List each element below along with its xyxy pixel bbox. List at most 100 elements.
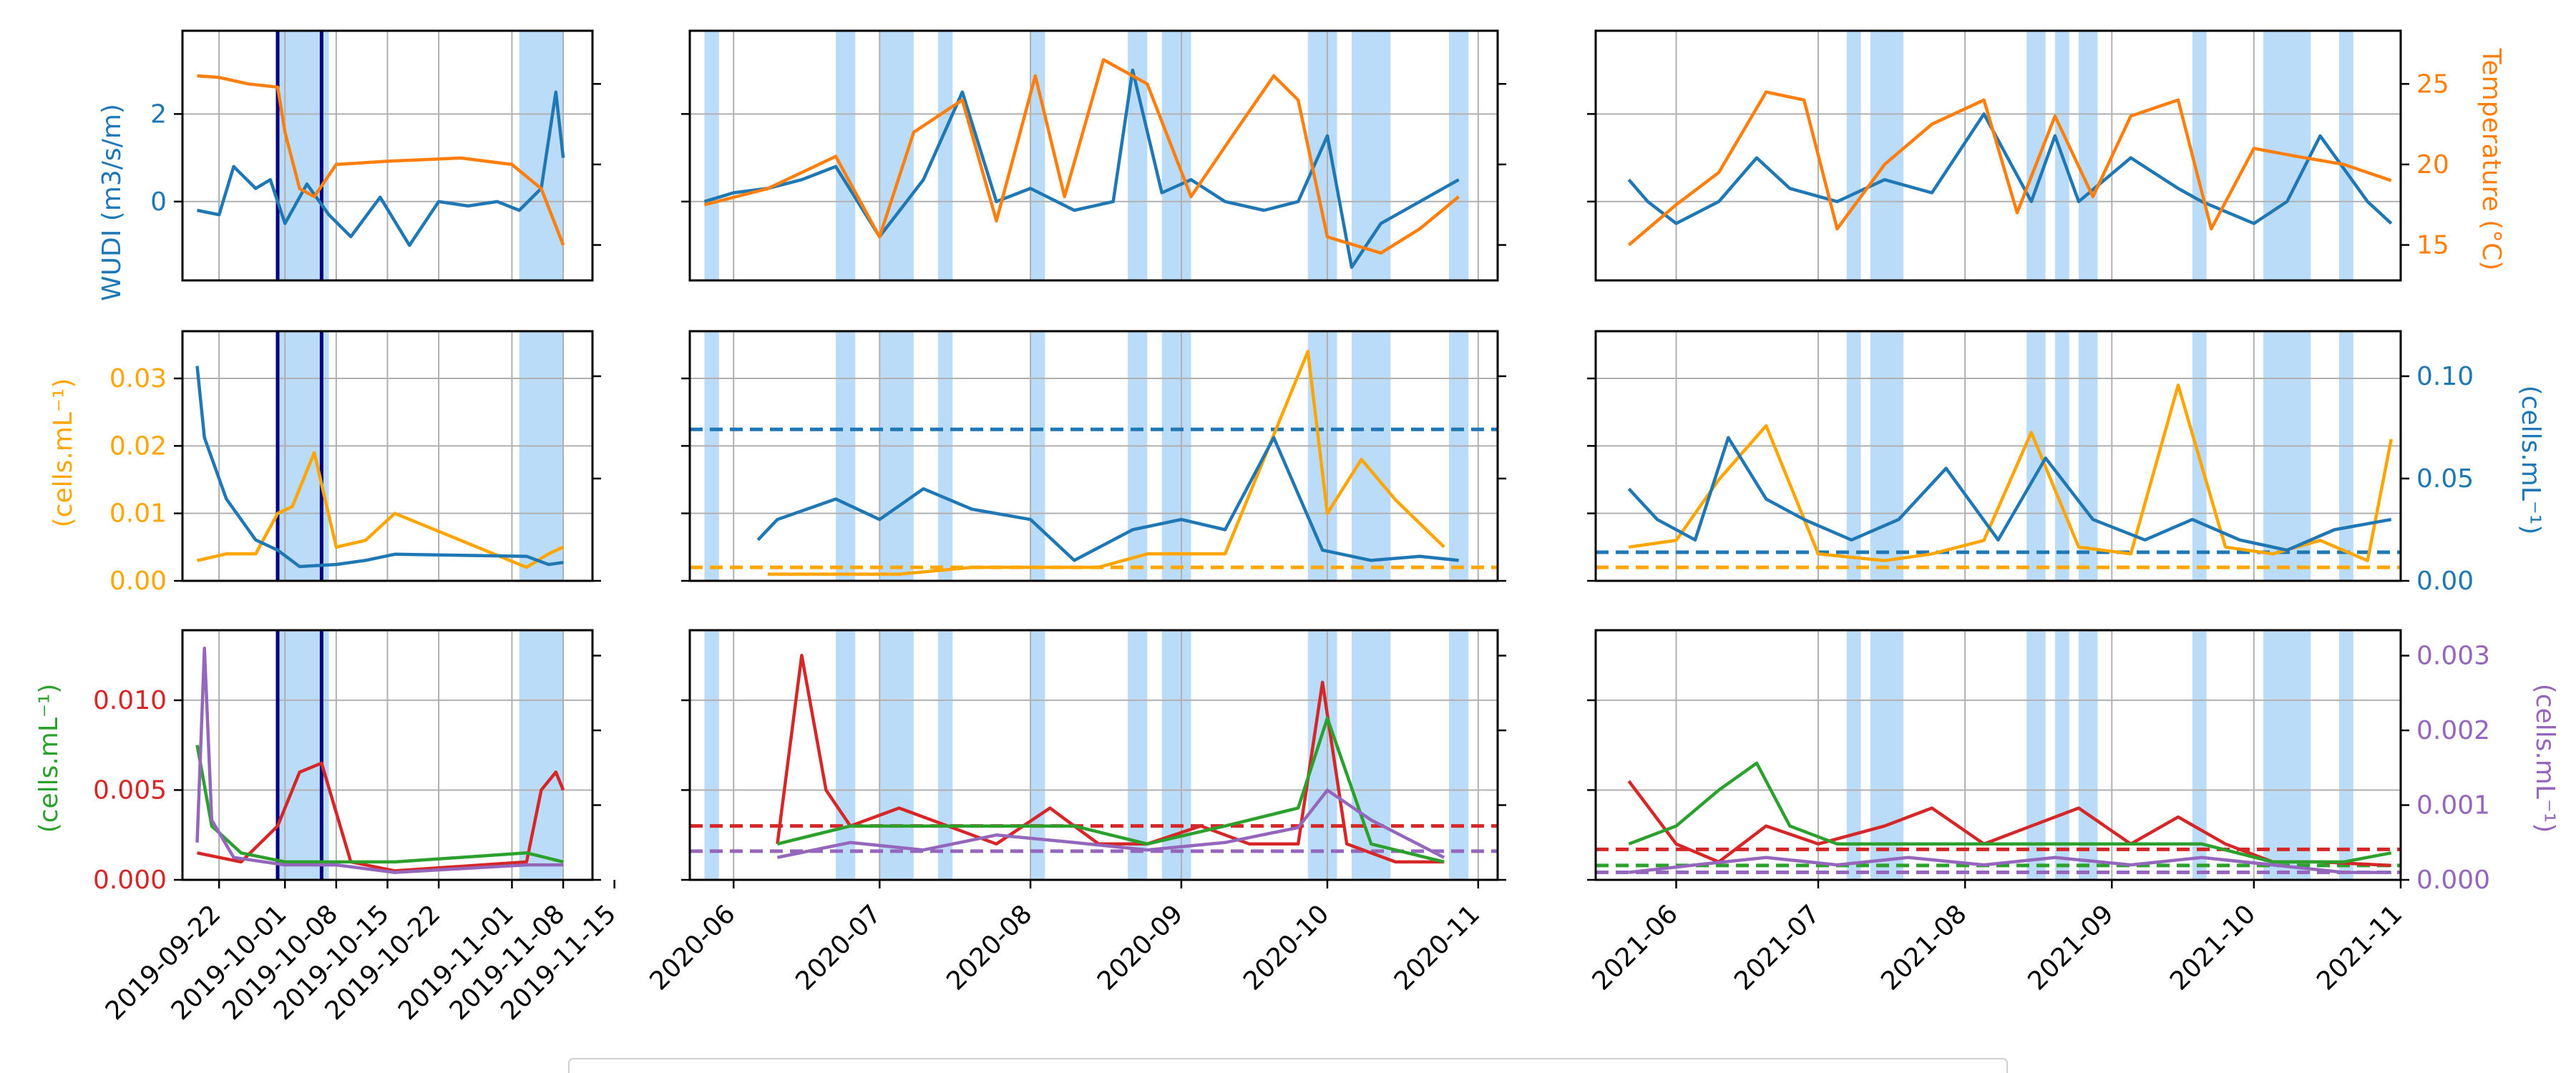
panel-1-3: [182, 630, 592, 880]
series-line-syn_orange: [196, 451, 565, 569]
shaded-period: [1030, 31, 1045, 280]
shaded-period: [1351, 331, 1391, 581]
panel-3-2: [1596, 331, 2401, 581]
panel-frame: [181, 330, 594, 582]
row2-left-axis-label: (cells.mL⁻¹): [49, 378, 78, 528]
shaded-period: [1128, 331, 1148, 581]
shaded-period: [2054, 331, 2069, 581]
shaded-period: [1846, 630, 1861, 880]
panel-1-1: [182, 31, 592, 280]
panel-frame: [688, 330, 1499, 582]
series-line-green: [1628, 761, 2392, 864]
series-line-syn_orange: [767, 350, 1445, 576]
shaded-period: [937, 630, 953, 880]
shaded-period: [836, 31, 856, 280]
y-tick-label-right: 0.00: [2416, 567, 2474, 596]
shaded-period: [519, 630, 564, 880]
shaded-period: [2079, 331, 2098, 581]
y-tick-label-right: 25: [2416, 69, 2449, 99]
shaded-period: [1030, 331, 1045, 581]
shaded-period: [1870, 331, 1904, 581]
shaded-period: [937, 31, 953, 280]
y-tick-label-left: 0.005: [93, 775, 167, 805]
shaded-period: [1161, 630, 1191, 880]
shaded-period: [704, 31, 719, 280]
panel-3-1: [1596, 31, 2401, 280]
shaded-period: [704, 331, 719, 581]
panel-frame: [1594, 629, 2402, 881]
panel-frame: [688, 629, 1499, 881]
y-tick-label-left: 0.01: [109, 499, 167, 529]
shaded-period: [1448, 31, 1469, 280]
shaded-period: [1128, 630, 1148, 880]
y-tick-label-right: 0.05: [2416, 464, 2474, 494]
shaded-period: [2079, 630, 2098, 880]
panel-1-2: [182, 331, 592, 581]
shaded-period: [1870, 31, 1904, 280]
series-line-syn_blue: [195, 366, 564, 569]
row2-right-axis-label: (cells.mL⁻¹): [2516, 386, 2545, 535]
shaded-period: [1846, 331, 1861, 581]
panel-2-2: [690, 331, 1498, 581]
shaded-period: [2338, 630, 2353, 880]
series-line-green: [776, 716, 1445, 864]
shaded-period: [1448, 630, 1469, 880]
shaded-period: [1128, 31, 1148, 280]
shaded-period: [2263, 630, 2311, 880]
shaded-period: [1846, 31, 1861, 280]
shaded-period: [1030, 630, 1045, 880]
shaded-period: [704, 630, 719, 880]
shaded-period: [937, 331, 953, 581]
series-line-syn_blue: [756, 436, 1459, 562]
y-tick-label-left: 0.02: [109, 431, 167, 461]
shaded-period: [2338, 331, 2353, 581]
series-line-red: [1627, 780, 2391, 868]
series-line-syn_blue: [1627, 436, 2392, 552]
y-tick-label-right: 0.003: [2416, 642, 2490, 671]
shaded-period: [1351, 31, 1391, 280]
shaded-period: [2338, 31, 2353, 280]
series-line-wudi: [197, 90, 565, 248]
shaded-period: [1161, 331, 1191, 581]
y-tick-label-left: 0.000: [93, 866, 167, 895]
row3-left-axis-label: (cells.mL⁻¹): [34, 684, 64, 833]
series-line-purple: [195, 646, 564, 874]
y-tick-label-left: 0.00: [109, 567, 167, 596]
series-line-temperature: [197, 74, 565, 246]
panel-frame: [688, 29, 1499, 282]
series-line-wudi: [1627, 112, 2393, 225]
shaded-period: [519, 31, 564, 280]
row1-right-axis-label: Temperature (°C): [2477, 48, 2506, 271]
series-line-wudi: [703, 68, 1460, 269]
y-tick-label-right: 20: [2416, 150, 2449, 180]
shaded-period: [2192, 31, 2207, 280]
shaded-period: [1307, 31, 1337, 280]
shaded-period: [519, 331, 564, 581]
y-tick-label-left: 2: [150, 99, 167, 129]
y-tick-label-left: 0.03: [109, 364, 167, 393]
legend-box: [568, 1058, 2008, 1073]
panel-2-3: [690, 630, 1498, 880]
series-line-temperature: [703, 58, 1460, 255]
shaded-period: [879, 331, 914, 581]
y-tick-label-right: 0.10: [2416, 362, 2474, 391]
panel-frame: [181, 29, 594, 282]
y-tick-label-right: 0.002: [2416, 716, 2490, 745]
shaded-period: [879, 31, 914, 280]
panel-frame: [1594, 29, 2402, 282]
shaded-period: [2079, 31, 2098, 280]
y-tick-label-left: 0.010: [93, 686, 167, 715]
shaded-period: [836, 630, 856, 880]
shaded-period: [879, 630, 914, 880]
shaded-period: [2054, 630, 2069, 880]
shaded-period: [2026, 31, 2046, 280]
shaded-period: [1870, 630, 1904, 880]
panel-3-3: [1596, 630, 2401, 880]
panel-2-1: [690, 31, 1498, 280]
shaded-period: [1448, 331, 1469, 581]
shaded-period: [2026, 630, 2046, 880]
panel-frame: [1594, 330, 2402, 582]
shaded-period: [2192, 630, 2207, 880]
shaded-period: [836, 331, 856, 581]
